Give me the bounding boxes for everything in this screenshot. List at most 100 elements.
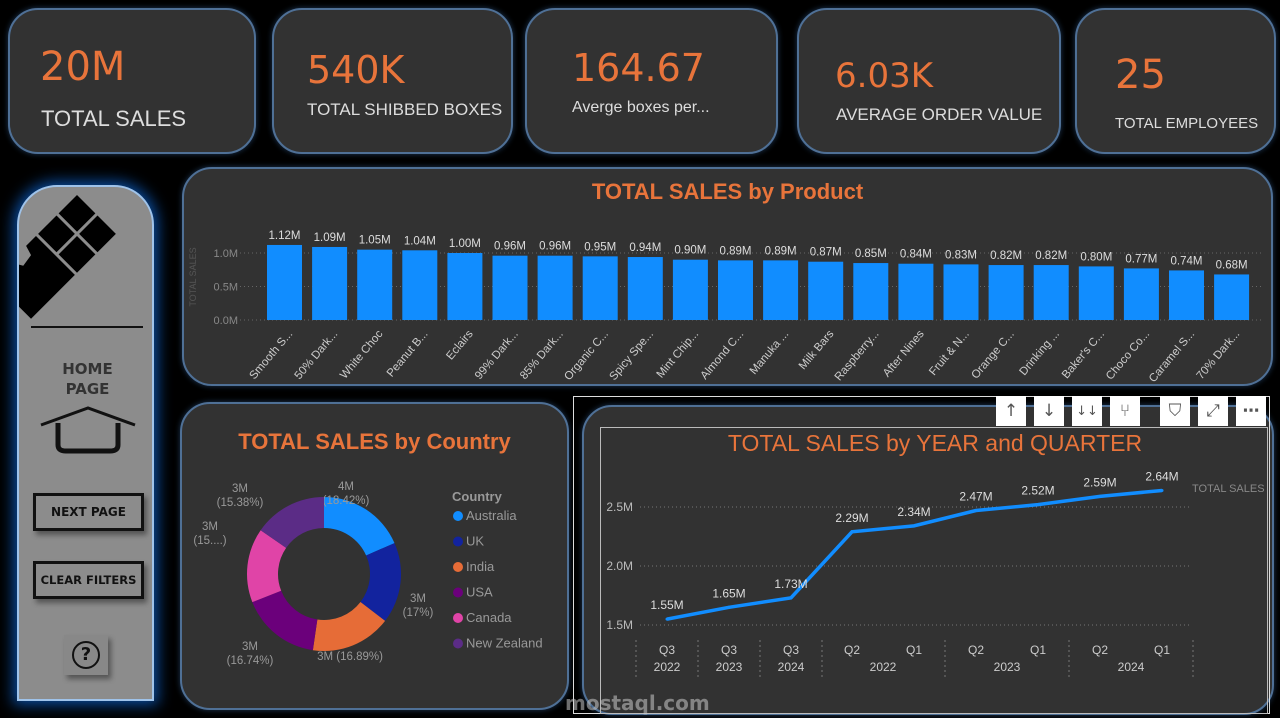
x-tick-label: Choco Co... <box>1104 328 1152 382</box>
kpi-value: 164.67 <box>572 46 705 90</box>
sort-up-icon[interactable]: ↑ <box>996 396 1026 426</box>
kpi-avg-boxes[interactable]: 164.67 Averge boxes per... <box>525 8 778 154</box>
kpi-label: TOTAL SHIBBED BOXES <box>307 100 503 119</box>
slice-label: 3M <box>202 521 218 533</box>
legend-marker <box>453 638 463 649</box>
kpi-shipped-boxes[interactable]: 540K TOTAL SHIBBED BOXES <box>272 8 513 154</box>
data-label: 1.09M <box>314 232 346 244</box>
kpi-label: TOTAL SALES <box>41 106 187 131</box>
x-tick-label: Manuka ... <box>748 328 792 377</box>
data-label: 0.80M <box>1080 251 1112 263</box>
x-tick-label: 50% Dark... <box>293 328 341 382</box>
x-tick-label: Fruit & N... <box>927 328 972 378</box>
chart-title: TOTAL SALES by Country <box>238 429 511 454</box>
bar <box>853 263 889 320</box>
data-label: 1.00M <box>449 238 481 250</box>
slice-percent-label: (17%) <box>403 607 434 619</box>
kpi-value: 6.03K <box>835 56 933 96</box>
data-label: 0.74M <box>1171 255 1203 267</box>
bar <box>988 265 1024 320</box>
chart-title: TOTAL SALES by Product <box>591 179 864 204</box>
data-label: 0.68M <box>1216 259 1248 271</box>
slice-label: 3M (16.89%) <box>317 651 383 663</box>
bar <box>898 263 934 320</box>
data-label: 0.83M <box>945 249 977 261</box>
sales-by-product-chart: 0.0M 0.5M 1.0M TOTAL SALES 1.12M Smooth S... 1… <box>188 230 1262 385</box>
home-label: PAGE <box>65 380 110 398</box>
slice-percent-label: (18.42%) <box>323 495 370 507</box>
legend-marker <box>453 587 463 598</box>
legend-marker <box>453 613 463 623</box>
home-label: HOME <box>62 360 113 378</box>
slice-label: 4M <box>338 481 354 493</box>
help-icon: ? <box>72 641 100 669</box>
x-tick-label: Peanut B... <box>385 328 431 379</box>
legend-item: New Zealand <box>466 636 543 651</box>
data-label: 0.84M <box>900 249 932 261</box>
bar <box>402 250 438 320</box>
legend-item: Canada <box>466 610 512 625</box>
legend-marker <box>453 536 463 547</box>
next-page-button[interactable]: NEXT PAGE <box>33 493 144 531</box>
home-icon <box>39 406 136 454</box>
y-tick-label: 1.0M <box>214 248 238 260</box>
bar <box>763 260 799 320</box>
watermark: mostaql.com <box>565 691 710 715</box>
chocolate-logo-icon <box>19 195 116 319</box>
kpi-avg-order-value[interactable]: 6.03K AVERAGE ORDER VALUE <box>797 8 1061 154</box>
bar <box>1214 274 1250 320</box>
data-label: 1.12M <box>269 230 301 242</box>
donut-slice <box>360 543 401 621</box>
slice-percent-label: (15.38%) <box>217 497 264 509</box>
sales-by-product-panel[interactable]: TOTAL SALES by Product 0.0M 0.5M 1.0M TOTAL… <box>182 167 1273 386</box>
x-tick-label: Organic C... <box>562 328 611 383</box>
help-button[interactable]: ? <box>64 635 108 675</box>
bar <box>1078 266 1114 320</box>
x-tick-label: White Choc <box>338 328 386 381</box>
slice-label: 3M <box>410 593 426 605</box>
x-tick-label: 99% Dark... <box>473 328 521 382</box>
more-options-icon[interactable]: ⋯ <box>1236 396 1266 426</box>
slice-percent-label: (16.74%) <box>227 655 274 667</box>
data-label: 0.95M <box>584 241 616 253</box>
bar <box>537 255 573 320</box>
donut-slice <box>260 497 324 548</box>
focus-mode-icon[interactable]: ⤢ <box>1198 396 1228 426</box>
kpi-total-employees[interactable]: 25 TOTAL EMPLOYEES <box>1075 8 1276 154</box>
donut-slice <box>247 530 287 603</box>
x-tick-label: 70% Dark... <box>1195 328 1243 382</box>
bar <box>672 259 708 320</box>
kpi-total-sales[interactable]: 20M TOTAL SALES <box>8 8 256 154</box>
data-label: 0.89M <box>765 245 797 257</box>
bar <box>1169 270 1204 320</box>
x-tick-label: Orange C... <box>969 328 1016 381</box>
x-tick-label: Raspberry... <box>833 328 882 383</box>
bar <box>447 253 483 320</box>
legend-item: USA <box>466 585 493 600</box>
x-tick-label: Baker's C... <box>1060 328 1107 381</box>
legend-item: Australia <box>466 508 517 523</box>
donut-slice <box>252 590 318 651</box>
bar <box>492 255 528 320</box>
donut-slice <box>324 497 395 556</box>
kpi-label: AVERAGE ORDER VALUE <box>836 105 1043 124</box>
bar <box>267 244 302 320</box>
data-label: 0.85M <box>855 248 887 260</box>
bar <box>1033 265 1069 320</box>
clear-filters-button[interactable]: CLEAR FILTERS <box>33 561 144 599</box>
sidebar: HOME PAGE NEXT PAGE CLEAR FILTERS ? <box>17 185 154 701</box>
drill-down-icon[interactable]: ⑂ <box>1110 396 1140 426</box>
kpi-label: Averge boxes per... <box>572 99 710 116</box>
expand-all-icon[interactable]: ↓↓ <box>1072 396 1102 426</box>
data-label: 0.90M <box>674 245 706 257</box>
sort-down-icon[interactable]: ↓ <box>1034 396 1064 426</box>
filter-icon[interactable]: ⛉ <box>1160 396 1190 426</box>
slice-percent-label: (15....) <box>193 535 226 547</box>
x-tick-label: Caramel S... <box>1147 328 1197 385</box>
sales-by-country-panel[interactable]: TOTAL SALES by Country 4M (18.42%) 3M (17%)… <box>180 402 569 710</box>
bar <box>808 261 844 320</box>
bar <box>627 257 663 320</box>
data-label: 0.82M <box>990 250 1022 262</box>
home-page-button[interactable]: HOME PAGE <box>19 359 156 460</box>
kpi-value: 540K <box>307 48 405 92</box>
